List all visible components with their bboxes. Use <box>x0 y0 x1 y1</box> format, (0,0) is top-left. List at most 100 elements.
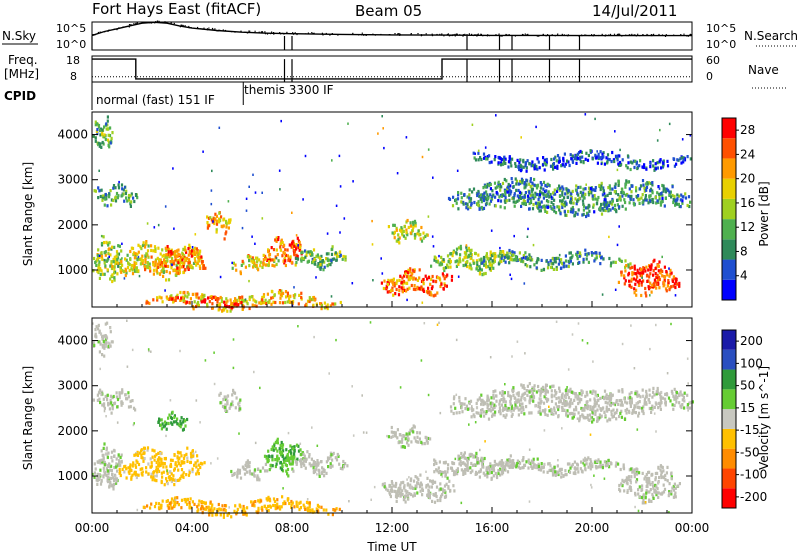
noise-dot <box>248 30 250 32</box>
noise-dot <box>593 34 595 36</box>
noise-dot <box>482 35 484 37</box>
noise-dot <box>188 25 190 28</box>
scatter-region-8 <box>292 450 349 478</box>
cpid-label: CPID <box>4 89 36 103</box>
velocity-colorbar-label: -100 <box>740 468 767 482</box>
noise-dot <box>372 33 374 35</box>
noise-dot <box>249 30 251 32</box>
power-colorbar-label: 4 <box>740 269 748 283</box>
noise-dot <box>200 28 202 30</box>
noise-dot <box>388 34 390 36</box>
scatter-region-14 <box>482 456 626 479</box>
noise-dot <box>598 34 600 37</box>
noise-dot <box>216 30 218 32</box>
noise-dot <box>501 35 503 37</box>
noise-dot <box>273 33 275 35</box>
ytick-label: 1000 <box>57 469 88 483</box>
noise-dot <box>410 33 412 35</box>
noise-dot <box>462 35 464 37</box>
noise-dot <box>201 28 204 30</box>
noise-dot <box>635 35 637 37</box>
nsearch-lo-label: 10^0 <box>706 38 736 51</box>
noise-dot <box>286 31 288 33</box>
power-colorbar-label: Power [dB] <box>757 181 771 246</box>
noise-dot <box>154 22 156 24</box>
noise-dot <box>118 27 120 29</box>
scatter-region-14 <box>447 177 692 219</box>
ytick-label: 2000 <box>57 218 88 232</box>
xtick-label: 16:00 <box>475 521 510 535</box>
scatter-region-17 <box>472 149 692 173</box>
noise-dot <box>279 32 281 34</box>
noise-dot <box>260 31 262 33</box>
noise-dot <box>618 33 620 35</box>
power-colorbar-swatch <box>722 279 736 300</box>
noise-dot <box>150 22 153 24</box>
noise-dot <box>158 20 160 22</box>
noise-dot <box>664 35 667 37</box>
noise-dot <box>454 35 456 37</box>
noise-dot <box>639 35 641 37</box>
noise-dot <box>264 33 267 35</box>
noise-dot <box>476 34 478 36</box>
noise-dot <box>462 34 465 36</box>
velocity-colorbar-label: -15 <box>740 423 760 437</box>
scatter-region-3 <box>92 115 114 149</box>
noise-dot <box>617 34 619 36</box>
noise-dot <box>665 34 667 36</box>
noise-dot <box>601 33 603 35</box>
noise-dot <box>358 34 360 36</box>
noise-dot <box>312 32 314 35</box>
noise-dot <box>144 21 146 23</box>
noise-dot <box>474 34 476 36</box>
noise-dot <box>472 34 474 37</box>
noise-dot <box>495 34 497 36</box>
power-colorbar-swatch <box>722 138 736 159</box>
freq-label-line2: [MHz] <box>4 67 39 81</box>
xtick-label: 12:00 <box>375 521 410 535</box>
noise-dot <box>591 34 593 36</box>
scatter-region-2 <box>92 321 114 358</box>
noise-dot <box>456 33 458 35</box>
noise-dot <box>364 34 366 36</box>
noise-dot <box>240 30 242 32</box>
xtick-label: 00:00 <box>75 521 110 535</box>
freq-hi-label: 18 <box>66 54 80 67</box>
noise-dot <box>148 22 151 24</box>
noise-dot <box>122 26 124 28</box>
scatter-region-8 <box>294 245 347 272</box>
velocity-colorbar-label: -200 <box>740 490 767 504</box>
xtick-label: 08:00 <box>275 521 310 535</box>
noise-dot <box>650 34 652 37</box>
power-colorbar-swatch <box>722 239 736 260</box>
noise-dot <box>561 33 563 35</box>
power-panel: 1000 2000 3000 4000 Slant Range [km] 4 8 12 16… <box>21 111 771 313</box>
scatter-region-12 <box>380 267 454 298</box>
scatter-region-11 <box>381 473 456 504</box>
noise-dot <box>197 26 199 29</box>
velocity-colorbar-label: 15 <box>740 401 755 415</box>
velocity-colorbar-label: 200 <box>740 334 763 348</box>
scatter-region-1 <box>118 446 206 487</box>
xtick-label: 00:00 <box>675 521 710 535</box>
noise-dot <box>352 32 354 34</box>
noise-dot <box>486 35 488 37</box>
noise-dot <box>206 29 208 31</box>
station-title: Fort Hays East (fitACF) <box>92 0 261 18</box>
velocity-colorbar-swatch <box>722 349 736 370</box>
power-colorbar-swatch <box>722 118 736 139</box>
scatter-region-4 <box>93 183 139 208</box>
noise-dot <box>173 22 175 25</box>
noise-dot <box>219 29 221 32</box>
noise-dot <box>567 34 569 36</box>
velocity-colorbar-swatch <box>722 448 736 469</box>
velocity-colorbar-frame <box>721 329 737 509</box>
velocity-panel: 1000 2000 3000 4000 00:00 04:00 08:00 12:00 16:… <box>21 301 771 554</box>
noise-dot <box>431 33 433 35</box>
noise-dot <box>156 20 158 22</box>
noise-dot <box>222 29 224 31</box>
noise-dot <box>431 35 434 37</box>
scatter-region-5 <box>157 410 189 432</box>
noise-dot <box>231 31 233 33</box>
noise-dot <box>508 34 510 36</box>
